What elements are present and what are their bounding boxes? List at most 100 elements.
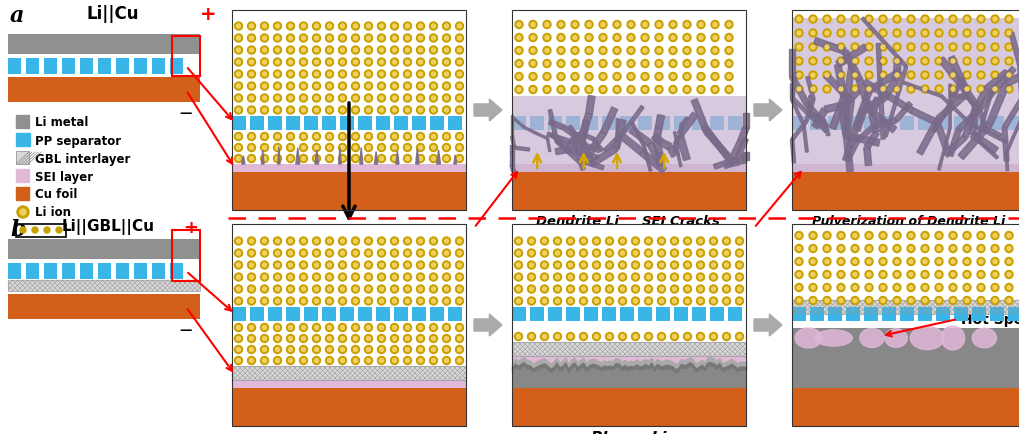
Circle shape [921,16,929,24]
Circle shape [698,287,702,291]
Polygon shape [592,138,599,147]
Circle shape [275,97,279,101]
Circle shape [979,247,983,251]
Circle shape [634,275,638,279]
Circle shape [377,35,385,43]
Circle shape [286,261,294,270]
Circle shape [907,271,915,279]
Circle shape [273,273,281,281]
Circle shape [644,250,652,257]
Circle shape [865,258,873,266]
Polygon shape [674,132,678,144]
Polygon shape [843,88,861,108]
Polygon shape [510,145,514,153]
Circle shape [937,74,941,78]
Circle shape [313,250,321,257]
Polygon shape [730,141,744,160]
Circle shape [300,237,308,246]
Circle shape [365,155,373,163]
Bar [620,307,634,321]
Circle shape [273,47,281,55]
Polygon shape [878,92,886,140]
Circle shape [325,357,333,365]
Circle shape [325,335,333,343]
Polygon shape [957,80,979,108]
Circle shape [837,58,845,66]
Circle shape [895,88,899,92]
Circle shape [392,358,396,363]
Circle shape [315,73,319,77]
Circle shape [587,76,591,79]
Circle shape [867,273,871,277]
Bar [810,307,824,321]
Circle shape [607,263,611,267]
Polygon shape [338,148,341,164]
Circle shape [431,263,435,267]
Circle shape [352,107,360,115]
Circle shape [327,97,331,101]
Circle shape [340,263,344,267]
Circle shape [288,146,292,150]
Circle shape [515,273,523,281]
Circle shape [540,285,548,293]
Circle shape [559,76,564,79]
Circle shape [851,58,859,66]
Circle shape [419,25,423,29]
Polygon shape [842,51,862,82]
Circle shape [455,71,464,79]
Circle shape [515,333,523,341]
Polygon shape [511,137,516,149]
Circle shape [354,251,358,256]
Circle shape [419,240,423,243]
Circle shape [419,251,423,256]
Polygon shape [976,139,999,160]
Circle shape [444,135,448,139]
Circle shape [275,326,279,330]
Circle shape [248,273,256,281]
Circle shape [851,72,859,80]
Circle shape [248,23,256,31]
Circle shape [379,358,383,363]
Circle shape [404,155,412,163]
Circle shape [234,23,243,31]
Circle shape [722,250,731,257]
Circle shape [406,326,410,330]
Circle shape [367,61,371,65]
Circle shape [569,299,573,303]
Circle shape [338,285,346,293]
Bar [232,380,466,388]
Bar [792,388,1019,426]
Circle shape [404,285,412,293]
Circle shape [419,326,423,330]
Circle shape [1005,16,1013,24]
Circle shape [286,250,294,257]
Circle shape [725,86,733,94]
Polygon shape [743,114,749,128]
Circle shape [543,47,551,56]
Circle shape [288,157,292,161]
Polygon shape [1009,33,1019,67]
Polygon shape [360,148,363,164]
Circle shape [263,251,267,256]
Polygon shape [586,135,594,141]
Circle shape [553,261,561,270]
Bar [792,300,1019,314]
Ellipse shape [815,330,852,346]
Circle shape [592,261,600,270]
Circle shape [390,250,398,257]
Polygon shape [616,132,644,155]
Polygon shape [958,122,993,160]
Bar [394,307,408,321]
Circle shape [288,337,292,341]
Circle shape [669,60,677,68]
Circle shape [555,275,559,279]
Circle shape [234,107,243,115]
Circle shape [429,335,437,343]
Circle shape [965,18,969,22]
Polygon shape [986,83,1010,126]
Circle shape [991,86,999,94]
Circle shape [455,35,464,43]
Polygon shape [969,106,979,135]
Circle shape [711,34,719,43]
Circle shape [236,73,240,77]
